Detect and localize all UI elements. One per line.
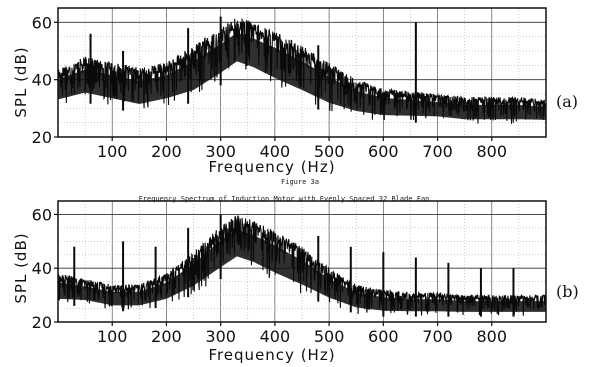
peaks-a bbox=[89, 16, 417, 123]
spectrum-band bbox=[58, 229, 546, 312]
x-tick-label: 400 bbox=[260, 327, 291, 346]
panel-label-a: (a) bbox=[556, 92, 578, 111]
y-tick-label: 40 bbox=[32, 71, 52, 90]
x-tick-label: 800 bbox=[477, 327, 508, 346]
x-tick-label: 100 bbox=[97, 327, 128, 346]
panel-label-b: (b) bbox=[556, 282, 579, 301]
x-tick-label: 600 bbox=[368, 327, 399, 346]
x-axis-title-a: Frequency (Hz) bbox=[208, 158, 335, 176]
x-tick-label: 700 bbox=[422, 142, 453, 161]
x-tick-label: 400 bbox=[260, 142, 291, 161]
x-tick-label: 800 bbox=[477, 142, 508, 161]
y-axis-title-b: SPL (dB) bbox=[12, 232, 30, 303]
x-tick-label: 200 bbox=[151, 142, 182, 161]
y-tick-label: 40 bbox=[32, 259, 52, 278]
y-axis-title-a: SPL (dB) bbox=[12, 46, 30, 117]
figure-subcaption: Frequency Spectrum of Induction Motor wi… bbox=[139, 195, 430, 203]
peaks-b bbox=[73, 214, 515, 317]
y-tick-label: 20 bbox=[32, 313, 52, 332]
x-axis-title-b: Frequency (Hz) bbox=[208, 346, 335, 364]
x-tick-label: 500 bbox=[314, 142, 345, 161]
spectrum-trace-a bbox=[57, 18, 547, 124]
y-ticks-b: 20 40 60 bbox=[32, 205, 58, 332]
x-tick-label: 200 bbox=[151, 327, 182, 346]
x-tick-label: 100 bbox=[97, 142, 128, 161]
x-tick-label: 500 bbox=[314, 327, 345, 346]
y-tick-label: 60 bbox=[32, 13, 52, 32]
plot-frame-a bbox=[57, 7, 547, 138]
x-ticks-b: 100 200 300 400 500 600 700 800 bbox=[97, 322, 507, 346]
x-tick-label: 300 bbox=[205, 327, 236, 346]
x-tick-label: 700 bbox=[422, 327, 453, 346]
y-tick-label: 60 bbox=[32, 205, 52, 224]
spectrum-band bbox=[58, 32, 546, 120]
panel-b: 20 40 60 100 200 300 400 500 600 700 800 SPL (dB)… bbox=[12, 200, 579, 364]
x-tick-label: 300 bbox=[205, 142, 236, 161]
x-tick-label: 600 bbox=[368, 142, 399, 161]
plot-frame-b bbox=[57, 200, 547, 323]
panel-a: 20 40 60 100 200 300 400 500 600 700 800 SPL (dB)… bbox=[12, 7, 578, 176]
x-ticks-a: 100 200 300 400 500 600 700 800 bbox=[97, 137, 507, 161]
y-tick-label: 20 bbox=[32, 128, 52, 147]
spectrum-trace-b bbox=[57, 215, 547, 316]
y-ticks-a: 20 40 60 bbox=[32, 13, 58, 147]
spectrum-line bbox=[57, 215, 547, 316]
figure-caption: Figure 3a bbox=[281, 178, 319, 186]
